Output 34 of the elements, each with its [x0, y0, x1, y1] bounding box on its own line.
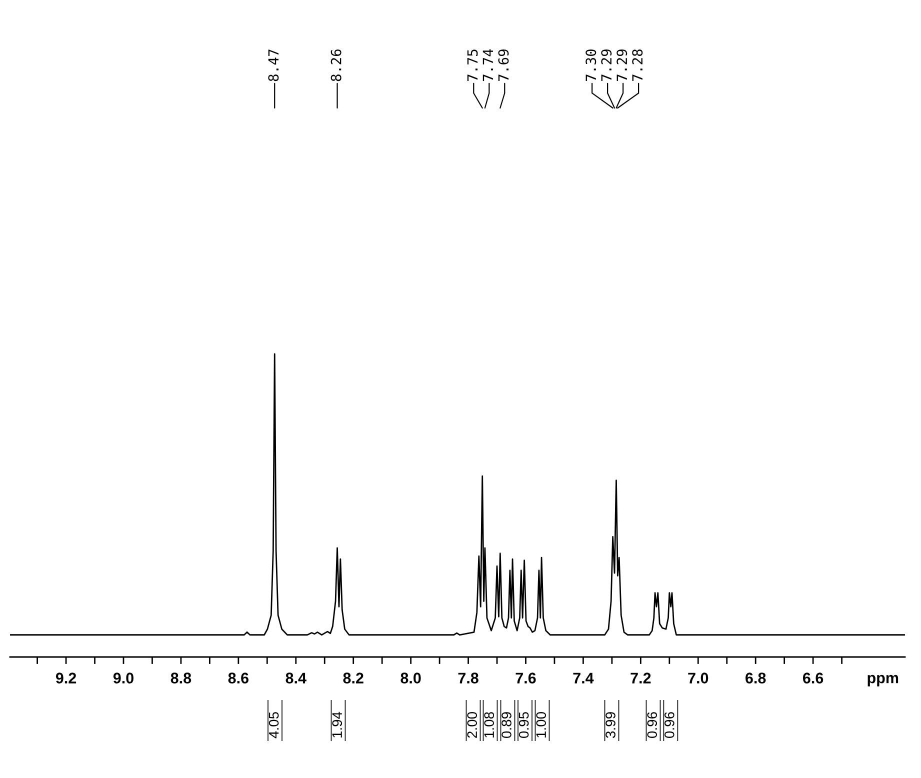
text: 4.05	[268, 712, 279, 738]
x-axis-title: ppm	[868, 674, 898, 686]
annotation: 8.47	[268, 50, 279, 82]
x-tick-label: 9.0	[113, 672, 134, 684]
text: 0.96	[664, 712, 674, 738]
x-tick-label: 7.6	[516, 672, 536, 684]
x-tick-label: 8.0	[400, 672, 421, 684]
x-tick-label: 7.2	[630, 672, 651, 684]
x-tick-label: 7.4	[573, 672, 594, 684]
x-tick-label: 7.8	[458, 672, 478, 684]
x-tick-label: 7.0	[688, 672, 708, 684]
annotation: 8.26	[330, 49, 342, 82]
x-tick-label: 8.6	[228, 672, 248, 684]
text: 1.94	[332, 712, 342, 738]
x-tick-label: 9.2	[56, 672, 76, 684]
annotation: 7.74	[482, 49, 494, 82]
annotation: 7.28	[632, 49, 643, 82]
annotation: 7.30	[586, 49, 596, 82]
text: 0.89	[502, 712, 512, 738]
text: 0.95	[518, 712, 529, 738]
x-tick-label: 8.2	[343, 672, 364, 684]
text: 1.08	[484, 712, 494, 738]
x-tick-label: 6.6	[803, 672, 824, 684]
annotation: 7.29	[616, 49, 628, 82]
text: 2.00	[467, 712, 478, 738]
text: 1.00	[536, 712, 546, 738]
annotation: 7.29	[601, 49, 612, 82]
x-tick-label: 8.8	[170, 672, 192, 684]
x-tick-label: 8.4	[286, 672, 306, 684]
text: 3.99	[606, 712, 616, 738]
x-tick-label: 6.8	[746, 672, 766, 684]
text: 0.96	[647, 712, 658, 738]
annotation: 7.75	[467, 50, 478, 82]
annotation: 7.69	[498, 49, 509, 82]
